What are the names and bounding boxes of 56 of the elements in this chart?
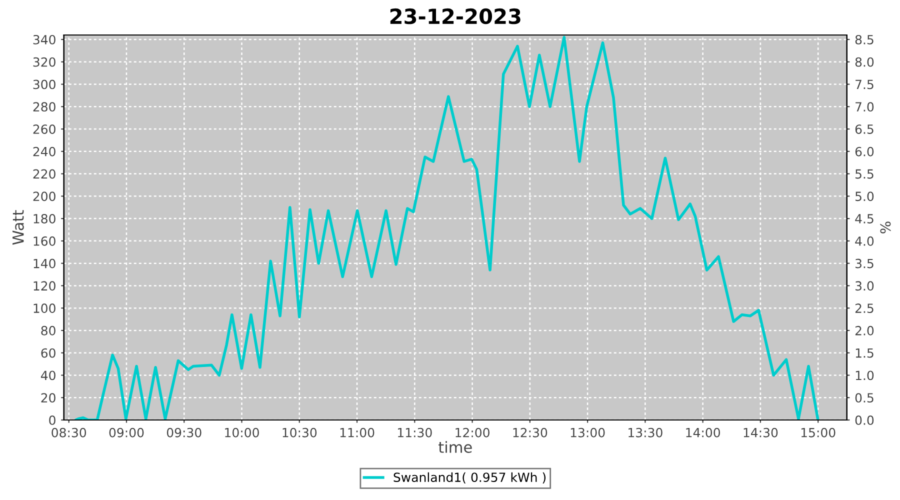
chart-title: 23-12-2023 bbox=[390, 8, 520, 24]
y-tick-label: 0 bbox=[49, 415, 56, 425]
y-tick-label: 160 bbox=[34, 236, 56, 246]
y-tick-label: 140 bbox=[34, 258, 56, 268]
y2-axis-title: % bbox=[880, 222, 891, 234]
y2-tick-label: 3.5 bbox=[855, 258, 874, 268]
y-tick-label: 40 bbox=[40, 370, 56, 380]
x-tick-label: 10:30 bbox=[282, 428, 317, 438]
y-tick-label: 240 bbox=[33, 146, 56, 156]
x-tick-label: 12:00 bbox=[456, 428, 490, 438]
y2-tick-label: 7.0 bbox=[856, 102, 874, 112]
y2-tick-label: 8.5 bbox=[855, 34, 874, 44]
y-tick-label: 80 bbox=[41, 326, 56, 336]
x-tick-label: 09:30 bbox=[166, 428, 202, 438]
y2-tick-label: 2.5 bbox=[855, 304, 874, 314]
y2-tick-label: 4.5 bbox=[855, 214, 874, 224]
y-tick-label: 60 bbox=[41, 348, 56, 358]
y2-tick-label: 4.0 bbox=[855, 236, 874, 246]
y2-tick-label: 2.0 bbox=[855, 326, 874, 336]
y2-tick-label: 0.0 bbox=[855, 415, 874, 425]
y-tick-label: 100 bbox=[34, 304, 56, 314]
x-tick-label: 10:00 bbox=[225, 428, 259, 438]
y2-tick-label: 8.0 bbox=[855, 57, 874, 67]
x-tick-label: 08:30 bbox=[52, 428, 86, 438]
y-tick-label: 280 bbox=[33, 102, 56, 112]
y-tick-label: 340 bbox=[33, 34, 56, 44]
y2-tick-label: 6.5 bbox=[855, 124, 874, 134]
line-series bbox=[74, 36, 820, 420]
y2-tick-label: 3.0 bbox=[855, 281, 874, 291]
x-tick-label: 12:30 bbox=[513, 428, 548, 438]
y2-tick-label: 0.5 bbox=[855, 393, 874, 403]
y2-tick-label: 5.0 bbox=[856, 192, 874, 202]
x-tick-label: 13:00 bbox=[570, 428, 605, 438]
y2-tick-label: 1.0 bbox=[856, 370, 874, 380]
y-tick-label: 320 bbox=[33, 57, 56, 67]
y2-tick-label: 1.5 bbox=[856, 348, 874, 358]
y-axis-title: Watt bbox=[12, 210, 24, 245]
x-tick-label: 11:00 bbox=[340, 428, 374, 438]
x-tick-label: 11:30 bbox=[398, 428, 432, 438]
y2-tick-label: 5.5 bbox=[856, 169, 874, 179]
y-tick-label: 200 bbox=[33, 192, 56, 202]
x-tick-label: 09:00 bbox=[109, 428, 144, 438]
x-tick-label: 14:30 bbox=[744, 428, 778, 438]
x-tick-label: 15:00 bbox=[801, 428, 836, 438]
y-tick-label: 220 bbox=[33, 169, 56, 179]
y2-tick-label: 6.0 bbox=[855, 146, 874, 156]
y-tick-label: 20 bbox=[41, 393, 56, 403]
x-tick-label: 14:00 bbox=[686, 428, 720, 438]
legend-label: Swanland1( 0.957 kWh ) bbox=[394, 472, 546, 484]
y-tick-label: 180 bbox=[34, 214, 56, 224]
x-axis-title: time bbox=[438, 441, 472, 453]
y-tick-label: 260 bbox=[33, 124, 56, 134]
y-tick-label: 120 bbox=[34, 281, 56, 291]
x-tick-label: 13:30 bbox=[628, 428, 662, 438]
y-tick-label: 300 bbox=[33, 80, 56, 90]
y2-tick-label: 7.5 bbox=[856, 80, 874, 90]
